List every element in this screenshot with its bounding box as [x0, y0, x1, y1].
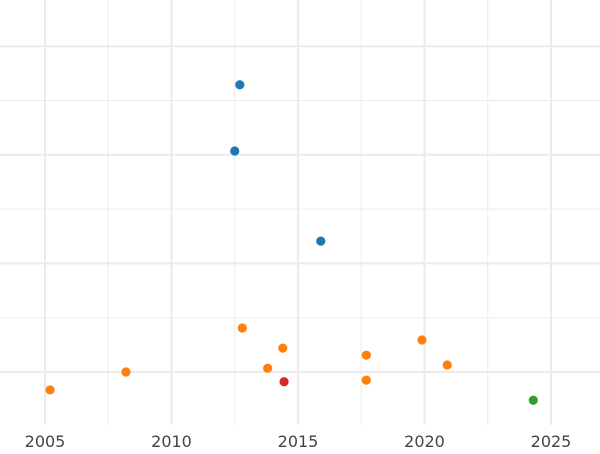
- x-tick-label: 2005: [25, 432, 66, 450]
- data-point: [279, 377, 289, 387]
- data-point: [263, 363, 273, 373]
- data-point: [442, 360, 452, 370]
- data-point: [316, 236, 326, 246]
- gridlines: [0, 0, 600, 425]
- data-point: [361, 375, 371, 385]
- data-point: [121, 367, 131, 377]
- data-points: [45, 80, 538, 405]
- data-point: [417, 335, 427, 345]
- data-point: [528, 395, 538, 405]
- data-point: [45, 385, 55, 395]
- data-point: [230, 146, 240, 156]
- data-point: [361, 350, 371, 360]
- data-point: [237, 323, 247, 333]
- x-tick-label: 2010: [151, 432, 192, 450]
- x-tick-label: 2025: [531, 432, 572, 450]
- x-tick-label: 2015: [278, 432, 319, 450]
- x-axis-tick-labels: 2005 2010 2015 2020 2025: [25, 432, 572, 451]
- data-point: [235, 80, 245, 90]
- x-tick-label: 2020: [404, 432, 445, 450]
- data-point: [278, 343, 288, 353]
